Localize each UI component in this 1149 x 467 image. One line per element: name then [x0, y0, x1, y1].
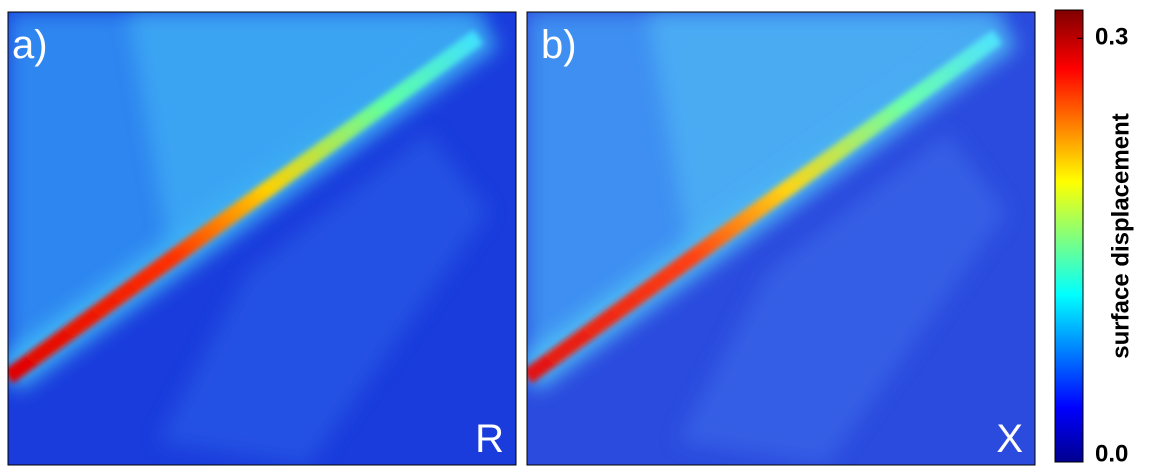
- panel-label: a): [12, 23, 48, 67]
- colorbar-scale: [1055, 10, 1083, 462]
- colorbar: surface displacement 0.0 0.3: [1055, 10, 1134, 467]
- colorbar-tick-label: 0.0: [1095, 440, 1128, 467]
- corner-label: R: [475, 417, 504, 461]
- panel-b: b) X: [527, 12, 1035, 465]
- panel-a: a) R: [8, 12, 516, 465]
- colorbar-tick-label: 0.3: [1095, 24, 1128, 51]
- corner-label: X: [996, 417, 1023, 461]
- colorbar-label: surface displacement: [1107, 113, 1134, 358]
- figure: a) R b) X surface displacement 0.0 0.3: [0, 0, 1149, 467]
- panel-label: b): [541, 23, 577, 67]
